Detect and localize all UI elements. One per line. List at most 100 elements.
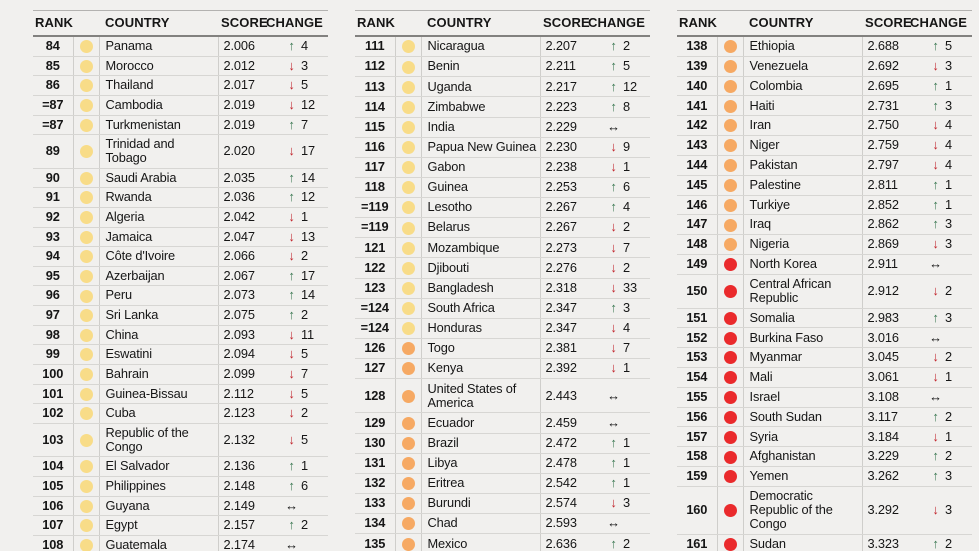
arrow-down-icon: ↓	[288, 248, 295, 264]
change-cell: ↓ 2	[908, 274, 973, 309]
change-cell: ↓ 12	[264, 95, 329, 116]
score-value: 2.211	[540, 56, 587, 78]
table-row: 128 United States of America 2.443 ↔	[355, 378, 651, 414]
table-row: 132 Eritrea 2.542 ↑ 1	[355, 473, 651, 494]
score-value: 2.347	[540, 298, 587, 319]
table-row: 147 Iraq 2.862 ↑ 3	[677, 214, 973, 236]
arrow-down-icon: ↓	[288, 77, 295, 93]
no-change-icon: ↔	[285, 497, 298, 513]
rank-value: 128	[355, 378, 396, 414]
rank-value: 113	[355, 76, 396, 98]
table-row: 142 Iran 2.750 ↓ 4	[677, 115, 973, 137]
rank-value: 116	[355, 137, 396, 158]
arrow-down-icon: ↓	[932, 349, 939, 365]
change-cell: ↓ 3	[908, 234, 973, 255]
rank-value: 123	[355, 278, 396, 299]
header-row: RANK COUNTRY SCORE CHANGE	[33, 10, 329, 37]
table-row: 95 Azerbaijan 2.067 ↑ 17	[33, 266, 329, 287]
table-row: 155 Israel 3.108 ↔	[677, 387, 973, 408]
change-value: 2	[945, 408, 953, 424]
change-cell: ↑ 1	[586, 433, 651, 454]
rank-value: 131	[355, 453, 396, 474]
score-value: 2.983	[862, 308, 909, 329]
arrow-down-icon: ↓	[932, 137, 939, 153]
score-band-dot-yellow	[79, 460, 93, 474]
country-name: Burkina Faso	[743, 327, 863, 349]
change-value: 17	[301, 143, 315, 159]
rank-value: 156	[677, 407, 718, 428]
score-band-dot-orange	[723, 99, 737, 113]
table-row: 85 Morocco 2.012 ↓ 3	[33, 56, 329, 77]
score-value: 3.117	[862, 407, 909, 428]
change-cell: ↑ 1	[264, 456, 329, 477]
table-row: 115 India 2.229 ↔	[355, 117, 651, 138]
change-cell: ↓ 3	[264, 56, 329, 77]
arrow-down-icon: ↓	[288, 208, 295, 224]
rank-value: 141	[677, 95, 718, 117]
score-band-dot-orange	[401, 362, 415, 376]
change-value: 3	[945, 97, 953, 113]
score-band-dot-red	[723, 311, 737, 325]
change-cell: ↓ 5	[264, 344, 329, 365]
rank-value: 127	[355, 358, 396, 380]
change-cell: ↔	[264, 496, 329, 517]
rank-value: 159	[677, 466, 718, 487]
score-value: 2.593	[540, 513, 587, 535]
score-value: 3.016	[862, 327, 909, 349]
change-cell: ↔	[908, 327, 973, 349]
rank-value: 102	[33, 403, 74, 424]
table-row: 101 Guinea-Bissau 2.112 ↓ 5	[33, 384, 329, 405]
country-name: Bangladesh	[421, 278, 541, 299]
score-band-dot-yellow	[79, 269, 93, 283]
score-value: 2.230	[540, 137, 587, 158]
table-row: 116 Papua New Guinea 2.230 ↓ 9	[355, 137, 651, 158]
score-band-dot-yellow	[79, 118, 93, 132]
score-band-dot-yellow	[401, 161, 415, 175]
score-band-dot-yellow	[401, 141, 415, 154]
change-cell: ↑ 2	[264, 515, 329, 536]
score-band-dot-red	[723, 504, 737, 518]
country-name: Cuba	[99, 403, 219, 424]
arrow-down-icon: ↓	[288, 143, 295, 159]
change-cell: ↓ 5	[264, 384, 329, 405]
table-row: 94 Côte d'Ivoire 2.066 ↓ 2	[33, 246, 329, 267]
change-value: 2	[623, 259, 630, 275]
change-cell: ↑ 7	[264, 115, 329, 136]
arrow-down-icon: ↓	[610, 159, 617, 175]
change-cell: ↑ 3	[908, 466, 973, 487]
table-row: 105 Philippines 2.148 ↑ 6	[33, 476, 329, 497]
table-row: 139 Venezuela 2.692 ↓ 3	[677, 56, 973, 77]
score-band-dot-orange	[723, 119, 737, 133]
rank-value: 145	[677, 175, 718, 196]
table-row: 140 Colombia 2.695 ↑ 1	[677, 76, 973, 97]
no-change-icon: ↔	[929, 389, 942, 404]
country-name: Venezuela	[743, 56, 863, 77]
score-band-dot-orange	[723, 198, 737, 212]
change-value: 4	[623, 199, 630, 215]
country-name: Guinea-Bissau	[99, 384, 219, 405]
table-row: 131 Libya 2.478 ↑ 1	[355, 453, 651, 474]
change-cell: ↑ 12	[264, 187, 329, 208]
table-row: 114 Zimbabwe 2.223 ↑ 8	[355, 96, 651, 118]
change-value: 4	[945, 117, 953, 133]
rank-value: 140	[677, 76, 718, 97]
country-name: Somalia	[743, 308, 863, 329]
table-row: 160 Democratic Republic of the Congo 3.292…	[677, 486, 973, 535]
score-band-dot-yellow	[401, 201, 415, 215]
arrow-down-icon: ↓	[932, 157, 939, 173]
table-row: 102 Cuba 2.123 ↓ 2	[33, 403, 329, 424]
arrow-down-icon: ↓	[610, 495, 617, 511]
table-row: 84 Panama 2.006 ↑ 4	[33, 36, 329, 57]
score-band-dot-yellow	[79, 328, 93, 342]
country-name: Nigeria	[743, 234, 863, 255]
change-cell: ↑ 3	[586, 298, 651, 319]
table-row: 118 Guinea 2.253 ↑ 6	[355, 177, 651, 199]
ranking-table-3: RANK COUNTRY SCORE CHANGE 138 Ethiopia 2.688 ↑ 5…	[677, 10, 973, 551]
country-name: Ecuador	[421, 412, 541, 434]
score-value: 2.019	[218, 115, 265, 136]
change-value: 3	[945, 468, 953, 484]
arrow-up-icon: ↑	[932, 216, 939, 232]
rank-value: 122	[355, 257, 396, 279]
country-name: India	[421, 117, 541, 138]
score-band-dot-orange	[401, 537, 415, 551]
